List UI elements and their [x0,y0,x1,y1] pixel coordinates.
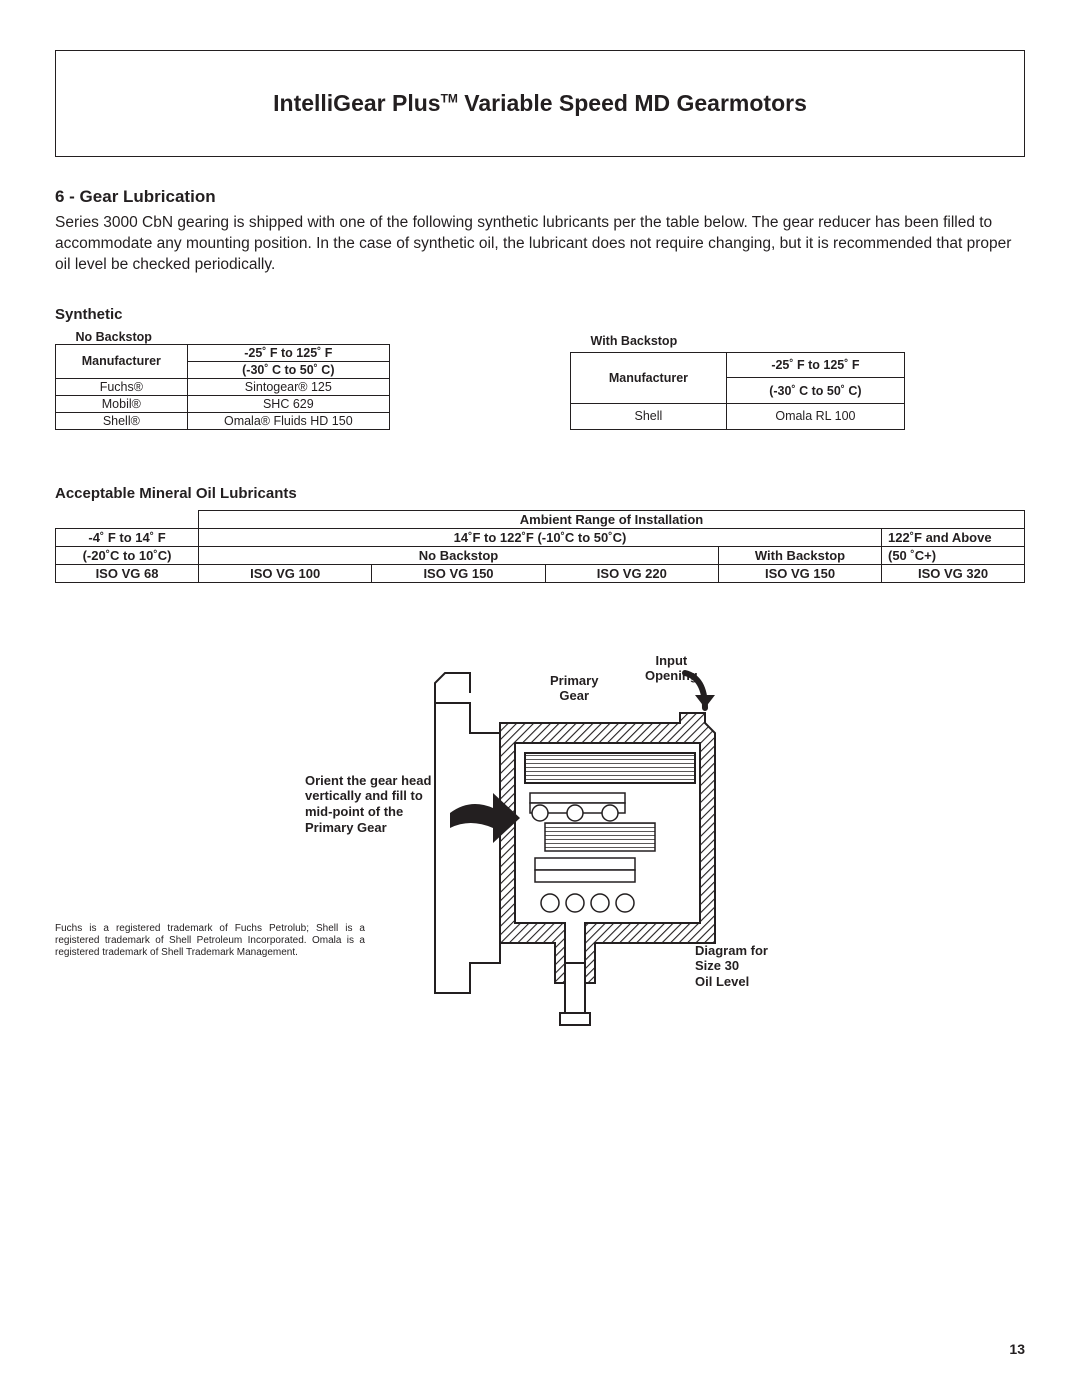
page-title: IntelliGear PlusTM Variable Speed MD Gea… [273,90,807,117]
table-row: Mobil®SHC 629 [56,395,390,412]
page: IntelliGear PlusTM Variable Speed MD Gea… [0,0,1080,1397]
cell: ISO VG 220 [545,564,718,582]
section-heading: 6 - Gear Lubrication [55,187,1025,207]
trademark-footnote: Fuchs is a registered trademark of Fuchs… [55,923,365,959]
synthetic-no-backstop-table: No Backstop Manufacturer -25˚ F to 125˚ … [55,329,390,430]
cell: With Backstop [719,546,882,564]
col-header: Manufacturer [571,352,727,403]
table-row: Shell®Omala® Fluids HD 150 [56,412,390,429]
cell: ISO VG 150 [719,564,882,582]
cell: (-20˚C to 10˚C) [56,546,199,564]
table-row: Fuchs®Sintogear® 125 [56,378,390,395]
body-text: Series 3000 CbN gearing is shipped with … [55,213,1025,276]
title-pre: IntelliGear Plus [273,90,440,116]
table-row: ShellOmala RL 100 [571,404,905,430]
col-header: Ambient Range of Installation [199,510,1025,528]
col-header: -25˚ F to 125˚ F [187,344,389,361]
title-post: Variable Speed MD Gearmotors [458,90,807,116]
diagram-area: Input Opening Primary Gear Orient the ge… [55,643,1025,1063]
mineral-heading: Acceptable Mineral Oil Lubricants [55,485,1025,502]
cell: 122˚F and Above [882,528,1025,546]
label-orient: Orient the gear head vertically and fill… [305,773,431,835]
table-caption: With Backstop [571,329,905,352]
cell: 14˚F to 122˚F (-10˚C to 50˚C) [199,528,882,546]
cell: (50 ˚C+) [882,546,1025,564]
title-box: IntelliGear PlusTM Variable Speed MD Gea… [55,50,1025,157]
title-tm: TM [441,91,458,105]
gearbox-diagram [415,663,755,1043]
cell: ISO VG 100 [199,564,372,582]
cell: ISO VG 68 [56,564,199,582]
synthetic-tables: No Backstop Manufacturer -25˚ F to 125˚ … [55,329,1025,430]
cell: -4˚ F to 14˚ F [56,528,199,546]
col-header: -25˚ F to 125˚ F [726,352,904,378]
table-caption: No Backstop [56,329,390,345]
col-header: (-30˚ C to 50˚ C) [187,361,389,378]
col-header: Manufacturer [56,344,188,378]
synthetic-with-backstop-table: With Backstop Manufacturer -25˚ F to 125… [570,329,905,430]
col-header: (-30˚ C to 50˚ C) [726,378,904,404]
cell: No Backstop [199,546,719,564]
synthetic-heading: Synthetic [55,306,1025,323]
cell: ISO VG 150 [372,564,545,582]
mineral-table: Ambient Range of Installation -4˚ F to 1… [55,510,1025,583]
page-number: 13 [1009,1341,1025,1357]
cell: ISO VG 320 [882,564,1025,582]
